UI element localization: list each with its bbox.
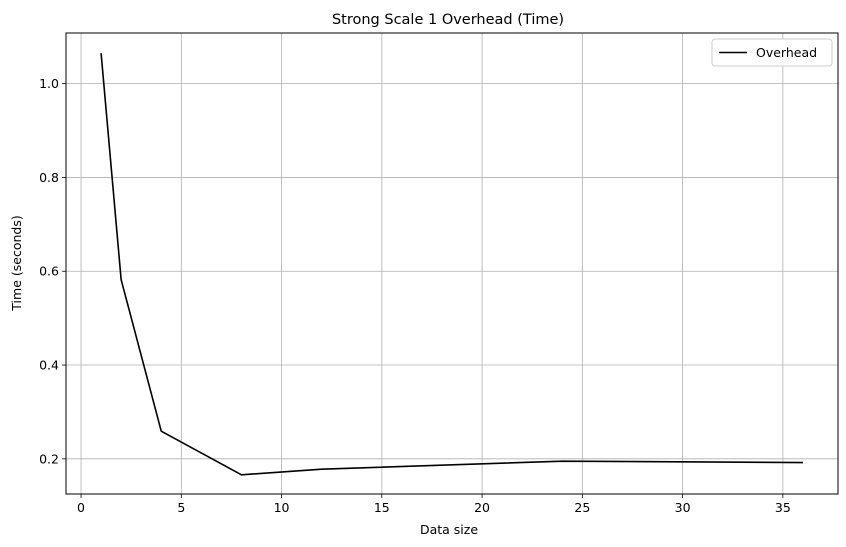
y-tick-label: 0.8 xyxy=(39,170,59,185)
x-tick-label: 20 xyxy=(474,500,490,515)
legend-label: Overhead xyxy=(756,45,817,60)
x-tick-label: 15 xyxy=(374,500,390,515)
x-tick-label: 30 xyxy=(675,500,691,515)
x-tick-label: 5 xyxy=(177,500,185,515)
ticks: 0 5 10 15 20 25 30 35 0.2 0.4 0.6 0.8 1.0 xyxy=(39,76,791,515)
y-tick-label: 0.4 xyxy=(39,358,59,373)
x-tick-label: 35 xyxy=(775,500,791,515)
legend-box xyxy=(711,38,833,67)
chart-title: Strong Scale 1 Overhead (Time) xyxy=(332,12,564,28)
plot-area xyxy=(100,53,803,476)
x-tick-label: 25 xyxy=(574,500,590,515)
plot-frame xyxy=(65,32,839,495)
x-tick-label: 10 xyxy=(274,500,290,515)
grid xyxy=(66,33,838,494)
y-tick-label: 0.2 xyxy=(39,451,59,466)
y-tick-label: 0.6 xyxy=(39,264,59,279)
legend: Overhead xyxy=(711,38,833,67)
series-line-overhead xyxy=(100,53,803,476)
x-tick-label: 0 xyxy=(77,500,85,515)
y-axis-label: Time (seconds) xyxy=(9,215,24,311)
x-axis-label: Data size xyxy=(420,522,478,537)
y-tick-label: 1.0 xyxy=(39,76,59,91)
